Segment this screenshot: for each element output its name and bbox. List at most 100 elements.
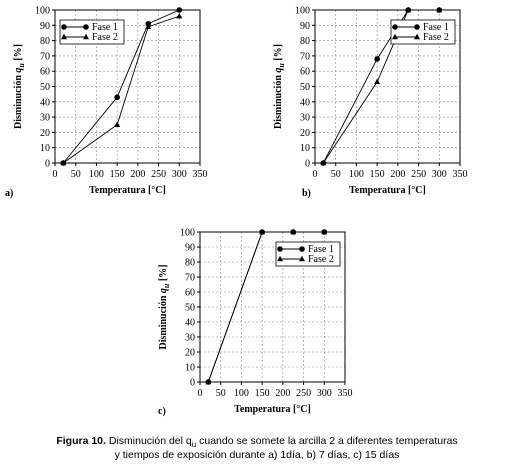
caption-sub: u <box>192 440 196 449</box>
y-tick-label: 80 <box>300 36 310 47</box>
legend-box <box>59 19 125 45</box>
y-tick-label: 0 <box>190 378 195 389</box>
marker-triangle <box>83 33 89 40</box>
marker-triangle <box>290 228 297 235</box>
x-tick-label: 50 <box>331 169 341 180</box>
x-tick-label: 350 <box>193 169 208 180</box>
marker-circle <box>392 24 398 30</box>
legend-label: Fase 1 <box>308 244 334 255</box>
marker-triangle <box>321 228 328 235</box>
x-tick-label: 100 <box>349 169 364 180</box>
caption-line2: y tiempos de exposición durante a) 1día,… <box>115 449 400 461</box>
caption-label: Figura 10. <box>56 435 106 447</box>
x-tick-label: 250 <box>296 388 311 399</box>
marker-circle <box>414 24 420 30</box>
series-line <box>62 9 180 164</box>
x-tick-label: 200 <box>390 169 405 180</box>
y-tick-label: 60 <box>40 67 50 78</box>
y-tick-label: 30 <box>40 113 50 124</box>
y-tick-label: 90 <box>185 243 195 254</box>
x-tick-label: 0 <box>313 169 318 180</box>
marker-triangle <box>320 159 327 166</box>
caption-line1: Figura 10. Disminución del qu cuando se … <box>56 435 457 450</box>
y-axis-label: Disminución qu [%] <box>273 44 287 129</box>
marker-triangle <box>277 255 283 262</box>
y-tick-label: 50 <box>300 82 310 93</box>
panel-label: a) <box>5 188 13 199</box>
y-label-sub: u <box>162 283 171 288</box>
y-tick-label: 100 <box>180 228 195 239</box>
legend-label: Fase 1 <box>92 22 118 33</box>
y-tick-label: 70 <box>40 51 50 62</box>
y-label-var: q <box>158 288 169 293</box>
marker-triangle <box>61 33 67 40</box>
y-tick-label: 70 <box>300 51 310 62</box>
x-axis-label: Temperatura [°C] <box>234 404 311 415</box>
legend-label: Fase 2 <box>92 32 118 43</box>
plot-frame <box>314 9 461 164</box>
y-tick-label: 30 <box>185 333 195 344</box>
x-tick-label: 200 <box>275 388 290 399</box>
y-label-sub: u <box>17 63 26 68</box>
marker-circle <box>83 24 89 30</box>
marker-triangle <box>145 23 152 30</box>
x-tick-label: 100 <box>89 169 104 180</box>
series-line <box>322 9 440 164</box>
y-tick-label: 100 <box>295 6 310 17</box>
y-axis-label: Disminución qu [%] <box>13 44 27 129</box>
y-tick-label: 50 <box>40 82 50 93</box>
y-label-unit: [%] <box>273 44 284 61</box>
x-tick-label: 250 <box>151 169 166 180</box>
x-tick-label: 150 <box>370 169 385 180</box>
y-label-text: Disminución <box>158 295 169 349</box>
y-label-sub: u <box>277 63 286 68</box>
y-label-var: q <box>273 68 284 73</box>
marker-triangle <box>405 6 412 13</box>
y-tick-label: 30 <box>300 113 310 124</box>
marker-triangle <box>392 33 398 40</box>
marker-triangle <box>176 12 183 19</box>
marker-circle <box>114 94 120 101</box>
y-tick-label: 20 <box>185 348 195 359</box>
series-line <box>207 231 325 383</box>
y-tick-label: 10 <box>40 143 50 154</box>
y-tick-label: 40 <box>185 318 195 329</box>
x-tick-label: 350 <box>453 169 468 180</box>
y-tick-label: 40 <box>40 97 50 108</box>
y-tick-label: 70 <box>185 273 195 284</box>
x-tick-label: 0 <box>53 169 58 180</box>
marker-circle <box>61 24 67 30</box>
marker-triangle <box>60 159 67 166</box>
legend-box <box>390 19 456 45</box>
caption-text: Disminución del q <box>109 435 192 447</box>
panel-label: b) <box>302 188 311 199</box>
x-tick-label: 300 <box>172 169 187 180</box>
y-tick-label: 10 <box>185 363 195 374</box>
y-tick-label: 90 <box>40 21 50 32</box>
plot-frame <box>54 9 201 164</box>
x-tick-label: 150 <box>255 388 270 399</box>
legend-label: Fase 2 <box>423 32 449 43</box>
x-tick-label: 350 <box>338 388 353 399</box>
marker-triangle <box>299 255 305 262</box>
x-tick-label: 300 <box>432 169 447 180</box>
panel-label: c) <box>158 406 166 417</box>
x-tick-label: 50 <box>71 169 81 180</box>
marker-circle <box>299 246 305 252</box>
y-label-unit: [%] <box>13 44 24 61</box>
x-tick-label: 150 <box>110 169 125 180</box>
x-tick-label: 0 <box>198 388 203 399</box>
y-tick-label: 20 <box>300 128 310 139</box>
marker-circle <box>374 56 380 62</box>
marker-triangle <box>205 378 212 385</box>
y-tick-label: 60 <box>300 67 310 78</box>
caption-rest: cuando se somete la arcilla 2 a diferent… <box>199 435 458 447</box>
series-line <box>63 15 180 164</box>
y-tick-label: 60 <box>185 288 195 299</box>
x-tick-label: 50 <box>216 388 226 399</box>
x-axis-label: Temperatura [°C] <box>89 185 166 196</box>
y-label-text: Disminución <box>13 75 24 129</box>
y-tick-label: 10 <box>300 143 310 154</box>
legend-label: Fase 2 <box>308 254 334 265</box>
